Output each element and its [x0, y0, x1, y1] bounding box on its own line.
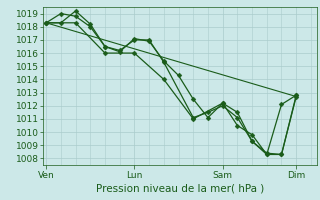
X-axis label: Pression niveau de la mer( hPa ): Pression niveau de la mer( hPa ): [96, 184, 264, 194]
